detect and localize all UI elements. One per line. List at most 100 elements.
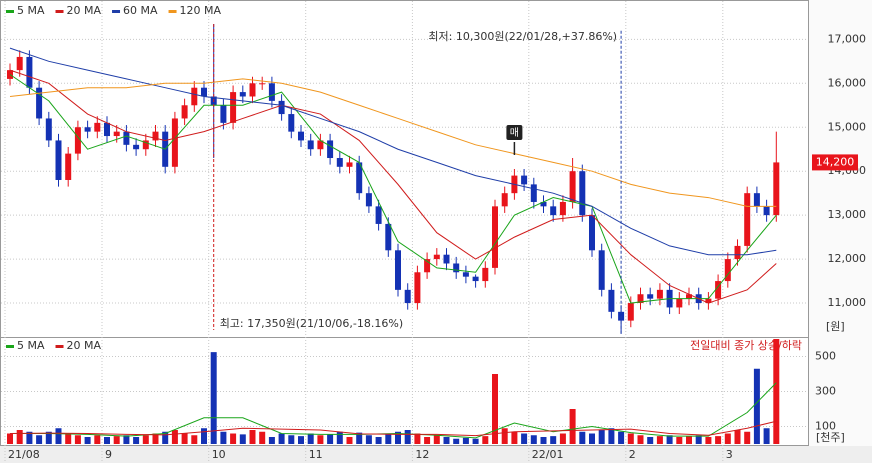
volume-bar [181,433,188,444]
ma-line [9,78,777,207]
candle-body [501,193,508,207]
candle-body [540,201,547,207]
volume-bar [162,431,169,444]
candle-body [521,175,528,185]
volume-bar [647,437,654,444]
candle-body [433,254,440,260]
candle-body [589,215,595,251]
volume-bar [220,431,227,444]
candle-body [395,250,401,290]
candle-body [598,250,605,290]
legend-label: 20 MA [67,4,102,17]
volume-bar [724,433,731,444]
volume-bar [395,431,401,444]
volume-bar [113,436,120,444]
y-tick-label: 17,000 [828,32,867,45]
volume-bar [559,433,566,444]
candle-body [152,131,159,141]
volume-unit: [천주] [816,430,845,444]
volume-bar [404,430,411,444]
x-tick-label: 3 [726,448,733,461]
volume-bar [327,434,334,444]
volume-bar [36,435,43,444]
volume-bar [744,431,751,444]
candle-body [201,87,207,97]
signal-label: 매 [510,127,519,139]
candle-body [142,140,149,150]
candle-body [84,127,91,132]
volume-bar [695,435,702,444]
volume-bar [152,433,159,444]
candle-body [404,289,411,304]
volume-bar [210,352,217,444]
legend-swatch [55,10,64,13]
y-tick-label: 100 [815,420,836,433]
candle-body [579,171,586,216]
volume-bar [385,433,392,444]
candle-body [55,140,62,180]
volume-bar [579,431,586,444]
candle-body [627,303,634,321]
candle-body [346,162,353,167]
legend-label: 60 MA [123,4,158,17]
volume-bar [453,438,460,444]
volume-bar [734,430,741,444]
candle-body [16,56,23,71]
candle-body [676,298,683,308]
volume-bar [424,437,431,444]
x-tick-label: 2 [629,448,636,461]
candle-body [724,259,731,282]
y-tick-label: 12,000 [828,252,867,265]
volume-bar [249,430,256,444]
volume-bar [589,433,595,444]
candle-body [94,122,101,132]
volume-bar [230,433,237,444]
plot-frame [0,0,809,446]
signal-box [506,125,523,140]
candle-body [637,294,644,304]
volume-bar [74,435,81,444]
x-tick-label: 10 [212,448,226,461]
volume-bar [637,435,644,444]
legend-swatch [55,345,64,348]
candle-body [45,118,52,141]
y-tick-label: 500 [815,350,836,363]
candle-body [443,254,450,264]
volume-bar [268,437,275,444]
candle-body [268,83,275,101]
y-tick-label: 16,000 [828,76,867,89]
ma-line [10,382,777,439]
legend-label: 5 MA [17,4,45,17]
date-strip [0,446,872,463]
volume-bar [26,431,33,444]
annotation-text: 최저: 10,300원(22/01/28,+37.86%) [428,30,617,43]
ma-line [9,47,777,256]
volume-bar [84,437,91,444]
x-tick-label: 12 [415,448,429,461]
x-tick-label: 21/08 [8,448,40,461]
x-tick-label: 9 [105,448,112,461]
volume-bar [94,435,101,444]
legend-swatch [168,10,177,13]
candle-body [327,140,334,159]
candle-body [171,118,178,167]
volume-bar [171,430,178,444]
volume-bar [598,430,605,444]
volume-bar [288,435,295,444]
candle-body [414,272,421,304]
ma-line [9,69,777,304]
candle-body [715,281,722,299]
volume-bar [191,435,198,444]
ma-line [9,420,777,437]
volume-bar [336,431,343,444]
volume-bar [45,431,52,444]
axis-panel [809,0,872,446]
candle-body [569,171,576,202]
volume-bar [492,374,498,444]
volume-bar [278,433,285,444]
volume-bar [763,428,770,444]
candle-body [133,144,140,150]
candle-body [753,193,760,207]
volume-bar [375,437,382,444]
